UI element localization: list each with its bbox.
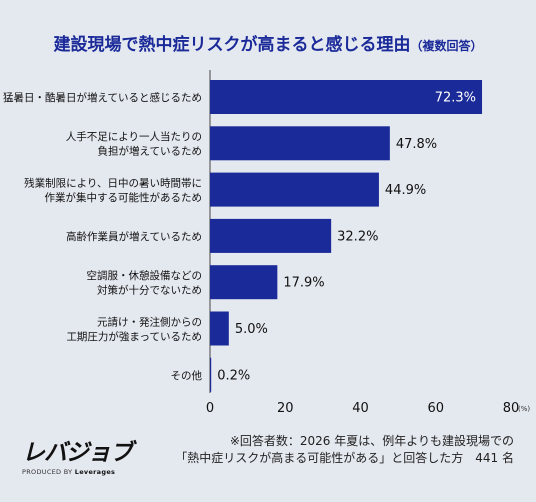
category-label-5-line-2: 対策が十分でないため <box>97 283 202 296</box>
bar-5 <box>210 265 278 300</box>
category-label-6-line-2: 工期圧力が強まっているため <box>66 330 202 343</box>
value-label-7: 0.2% <box>217 368 250 383</box>
bar-chart: 72.3% 猛暑日・酷暑日が増えていると感じるため 47.8% 人手不足により一人当た… <box>3 70 530 416</box>
x-tick-80: 80 <box>503 401 520 416</box>
chart-subtitle: （複数回答） <box>410 39 483 53</box>
bar-2 <box>210 126 390 161</box>
bar-6 <box>210 311 229 346</box>
x-tick-20: 20 <box>277 401 294 416</box>
value-label-5: 17.9% <box>283 276 324 291</box>
x-tick-40: 40 <box>352 401 369 416</box>
leverages-logo: レバジョブ PRODUCED BY Leverages <box>22 433 133 476</box>
category-label-2-line-2: 負担が増えているため <box>98 145 202 158</box>
bar-1 <box>210 80 483 114</box>
logo-brand: レバジョブ <box>22 440 133 466</box>
value-label-4: 32.2% <box>337 229 378 244</box>
category-label-3-line-1: 残業制限により、日中の暑い時間帯に <box>24 176 202 189</box>
x-tick-0: 0 <box>206 401 214 416</box>
bar-7 <box>210 357 212 392</box>
value-label-2: 47.8% <box>396 137 437 152</box>
respondent-note: ※回答者数：2026 年夏は、例年よりも建設現場での 「熱中症リスクが高まる可能… <box>175 433 514 467</box>
category-label-1-line-1: 猛暑日・酷暑日が増えていると感じるため <box>3 91 202 104</box>
category-label-6-line-1: 元請け・発注側からの <box>97 315 202 328</box>
value-label-6: 5.0% <box>235 322 268 337</box>
x-axis-unit: (%) <box>518 405 530 413</box>
bar-4 <box>210 218 332 253</box>
category-label-2-line-1: 人手不足により一人当たりの <box>66 130 202 143</box>
note-line-2: 「熱中症リスクが高まる可能性がある」と回答した方 441 名 <box>175 451 514 465</box>
category-label-3-line-2: 作業が集中する可能性があるため <box>45 191 203 204</box>
bar-3 <box>210 172 379 207</box>
category-label-4-line-1: 高齢作業員が増えているため <box>66 230 202 243</box>
chart-title: 建設現場で熱中症リスクが高まると感じる理由（複数回答） <box>53 35 483 55</box>
category-label-5-line-1: 空調服・休憩設備などの <box>87 269 203 282</box>
value-label-3: 44.9% <box>385 183 426 198</box>
note-line-1: ※回答者数：2026 年夏は、例年よりも建設現場での <box>229 434 514 448</box>
value-label-1: 72.3% <box>435 91 476 106</box>
category-label-7-line-1: その他 <box>171 369 203 382</box>
x-tick-60: 60 <box>427 401 444 416</box>
logo-produced-by: PRODUCED BY Leverages <box>22 468 116 476</box>
